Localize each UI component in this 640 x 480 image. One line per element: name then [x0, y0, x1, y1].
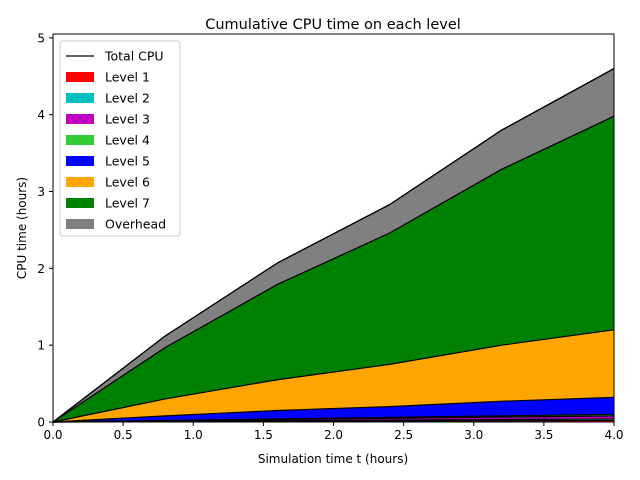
legend-swatch-level-3 [66, 114, 94, 124]
boundary-level-6 [52, 329, 615, 423]
legend-label-level-6: Level 6 [105, 175, 150, 190]
legend-label-level-5: Level 5 [105, 154, 150, 169]
legend-label-level-1: Level 1 [105, 70, 150, 85]
x-tick-label: 4.0 [604, 428, 623, 442]
legend-swatch-level-4 [66, 135, 94, 145]
y-tick-label: 4 [37, 108, 45, 122]
legend-label-total-cpu: Total CPU [104, 49, 164, 64]
x-tick-label: 3.0 [464, 428, 483, 442]
legend-label-level-2: Level 2 [105, 91, 150, 106]
y-tick-label: 2 [37, 262, 45, 276]
y-axis: 0 1 2 3 4 5 [37, 31, 53, 430]
x-tick-label: 0.5 [114, 428, 133, 442]
total-cpu-line [52, 68, 615, 423]
x-tick-label: 2.0 [324, 428, 343, 442]
legend-label-level-7: Level 7 [105, 196, 150, 211]
legend-swatch-level-6 [66, 177, 94, 187]
area-overhead [53, 68, 614, 422]
x-axis-label: Simulation time t (hours) [258, 452, 408, 466]
legend: Total CPU Level 1 Level 2 Level 3 Level 4 Lev… [59, 40, 181, 237]
y-tick-label: 1 [37, 339, 45, 353]
x-axis: 0.0 0.5 1.0 1.5 2.0 2.5 3.0 3.5 4.0 [43, 422, 624, 442]
y-axis-label: CPU time (hours) [15, 177, 29, 279]
area-level-7 [53, 116, 614, 423]
boundary-level-5 [52, 396, 615, 423]
y-tick-label: 0 [37, 416, 45, 430]
x-tick-label: 0.0 [43, 428, 62, 442]
y-tick-label: 3 [37, 185, 45, 199]
legend-swatch-level-5 [66, 156, 94, 166]
legend-frame [59, 40, 181, 237]
x-tick-label: 2.5 [394, 428, 413, 442]
y-tick-label: 5 [37, 31, 45, 45]
legend-label-level-3: Level 3 [105, 112, 150, 127]
legend-swatch-overhead [66, 219, 94, 229]
area-level-6 [53, 329, 614, 422]
x-tick-label: 1.5 [254, 428, 273, 442]
x-tick-label: 3.5 [534, 428, 553, 442]
legend-swatch-level-2 [66, 93, 94, 103]
legend-swatch-level-7 [66, 198, 94, 208]
legend-label-overhead: Overhead [105, 217, 166, 232]
boundary-lines [52, 68, 615, 423]
x-tick-label: 1.0 [184, 428, 203, 442]
legend-swatch-level-1 [66, 72, 94, 82]
boundary-level-4 [52, 413, 615, 423]
chart-title: Cumulative CPU time on each level [205, 17, 461, 33]
boundary-level-7 [52, 115, 615, 423]
legend-label-level-4: Level 4 [105, 133, 150, 148]
